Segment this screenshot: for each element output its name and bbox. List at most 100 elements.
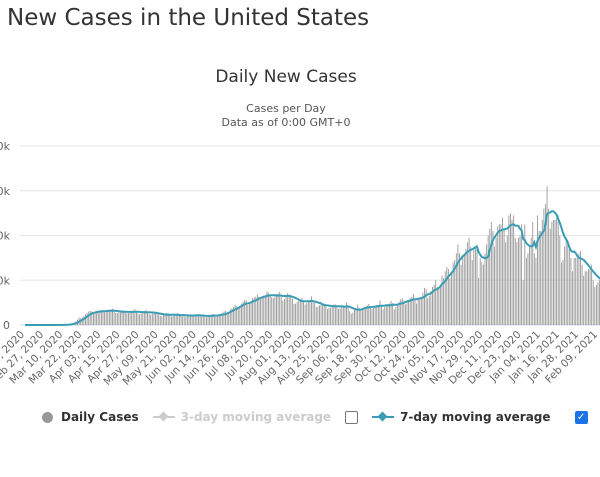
daily-cases-bar bbox=[489, 228, 491, 325]
daily-cases-bar bbox=[323, 303, 325, 325]
daily-cases-bar bbox=[245, 300, 247, 325]
daily-cases-bar bbox=[225, 310, 226, 325]
daily-cases-bar bbox=[83, 316, 85, 325]
daily-cases-bar bbox=[263, 295, 265, 325]
daily-cases-bar bbox=[363, 307, 365, 325]
daily-cases-bar bbox=[167, 313, 169, 325]
daily-cases-bar bbox=[331, 305, 333, 325]
daily-cases-bar bbox=[81, 317, 83, 325]
daily-cases-bar bbox=[301, 298, 303, 325]
daily-cases-bar bbox=[104, 312, 106, 325]
daily-cases-bar bbox=[381, 305, 382, 325]
daily-cases-bar bbox=[134, 309, 136, 325]
daily-cases-bar bbox=[513, 215, 515, 325]
daily-cases-bar bbox=[334, 304, 336, 325]
daily-cases-bar bbox=[145, 309, 147, 325]
daily-cases-bar bbox=[223, 311, 225, 325]
daily-cases-bar bbox=[463, 253, 465, 325]
daily-cases-bar bbox=[100, 309, 102, 325]
daily-cases-bar bbox=[186, 315, 188, 325]
daily-cases-bar bbox=[118, 312, 120, 325]
daily-cases-bar bbox=[554, 219, 556, 325]
daily-cases-bar bbox=[358, 307, 360, 325]
daily-cases-bar bbox=[307, 301, 309, 325]
daily-cases-bar bbox=[379, 300, 381, 325]
daily-cases-bar bbox=[580, 251, 581, 325]
daily-cases-bar bbox=[91, 311, 93, 325]
daily-cases-bar bbox=[174, 315, 176, 325]
daily-cases-bar bbox=[387, 304, 389, 325]
daily-cases-bar bbox=[253, 297, 255, 325]
daily-cases-bar bbox=[576, 257, 578, 325]
daily-cases-bar bbox=[96, 311, 98, 325]
daily-cases-bar bbox=[159, 316, 161, 325]
legend-3-day-average[interactable]: 3-day moving average bbox=[152, 410, 331, 424]
daily-cases-bar bbox=[269, 296, 271, 325]
daily-cases-bar bbox=[143, 311, 145, 325]
daily-cases-bar bbox=[470, 246, 472, 325]
daily-cases-bar bbox=[471, 260, 473, 325]
daily-cases-bar bbox=[369, 306, 371, 325]
daily-cases-bar bbox=[158, 313, 160, 325]
daily-cases-bar bbox=[433, 284, 435, 325]
daily-cases-bar bbox=[484, 253, 486, 325]
daily-cases-bar bbox=[110, 309, 112, 325]
daily-cases-bar bbox=[121, 310, 123, 325]
daily-cases-bar bbox=[274, 296, 276, 325]
3-day-average-checkbox[interactable] bbox=[345, 410, 359, 424]
daily-cases-bar bbox=[279, 291, 281, 325]
daily-cases-bar bbox=[196, 315, 198, 325]
daily-cases-bar bbox=[215, 316, 217, 325]
daily-cases-bar bbox=[311, 296, 312, 325]
daily-cases-bar bbox=[444, 271, 446, 325]
daily-cases-bar bbox=[190, 314, 191, 325]
daily-cases-bar bbox=[349, 311, 351, 325]
daily-cases-bar bbox=[319, 305, 320, 325]
daily-cases-bar bbox=[478, 278, 480, 325]
daily-cases-bar bbox=[280, 296, 282, 325]
daily-cases-bar bbox=[419, 297, 421, 325]
daily-cases-bar bbox=[589, 269, 591, 325]
daily-cases-bar bbox=[385, 304, 387, 325]
daily-cases-bar bbox=[524, 224, 526, 325]
daily-cases-bar bbox=[94, 312, 96, 325]
daily-cases-bar bbox=[549, 228, 551, 325]
daily-cases-bar bbox=[441, 275, 443, 325]
daily-cases-bar bbox=[85, 314, 86, 325]
daily-cases-bar bbox=[451, 271, 453, 325]
daily-cases-bar bbox=[131, 311, 133, 325]
daily-cases-bar bbox=[89, 310, 91, 325]
daily-cases-bar bbox=[516, 242, 518, 325]
daily-cases-bar bbox=[495, 237, 497, 325]
legend-7-day-average[interactable]: 7-day moving average bbox=[372, 410, 551, 424]
daily-cases-bar bbox=[486, 244, 488, 325]
daily-cases-bar bbox=[233, 307, 234, 325]
chart-subtitle-units: Cases per Day bbox=[246, 102, 326, 115]
daily-cases-bar bbox=[105, 311, 107, 325]
daily-cases-bar bbox=[328, 307, 330, 325]
daily-cases-bar bbox=[535, 257, 537, 325]
7-day-average-checkbox[interactable]: ✓ bbox=[574, 410, 588, 424]
daily-cases-bar bbox=[201, 314, 203, 325]
daily-cases-bar bbox=[218, 314, 220, 325]
daily-cases-bar bbox=[150, 314, 152, 325]
daily-cases-bar bbox=[271, 297, 273, 325]
daily-cases-bar bbox=[357, 304, 359, 325]
daily-cases-bar bbox=[414, 300, 416, 325]
daily-cases-bar bbox=[568, 248, 570, 325]
daily-cases-bar bbox=[597, 282, 599, 325]
chart-title: Daily New Cases bbox=[215, 67, 357, 87]
daily-cases-bar bbox=[392, 303, 394, 325]
y-tick-label: 300k bbox=[0, 185, 11, 198]
daily-cases-bar bbox=[565, 237, 567, 325]
daily-cases-bar bbox=[108, 310, 110, 325]
daily-cases-bar bbox=[465, 248, 467, 325]
legend-daily-cases[interactable]: Daily Cases bbox=[42, 410, 139, 424]
daily-cases-bar bbox=[545, 204, 546, 325]
daily-cases-bar bbox=[537, 215, 538, 325]
daily-cases-bar bbox=[228, 312, 230, 325]
daily-cases-bar bbox=[261, 298, 263, 325]
daily-cases-bar bbox=[527, 253, 529, 325]
legend-label: 7-day moving average bbox=[400, 410, 551, 424]
daily-cases-bar bbox=[409, 298, 411, 325]
